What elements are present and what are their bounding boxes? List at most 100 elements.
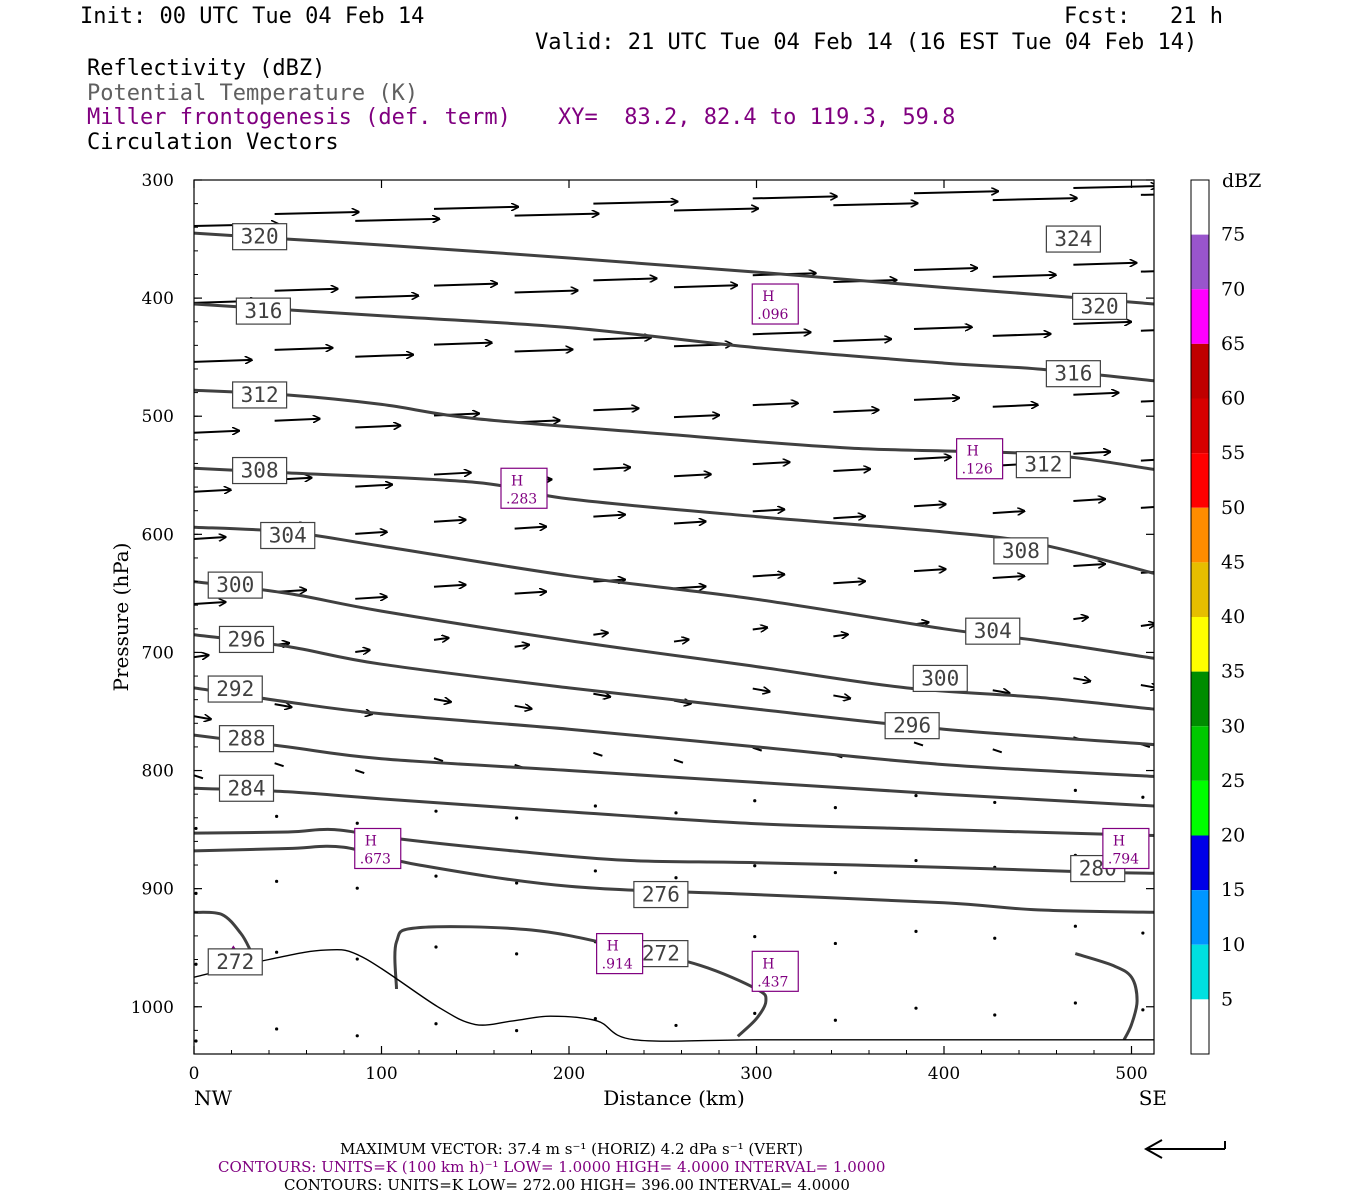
circulation-vector <box>355 426 400 428</box>
contour-label-320: 320 <box>1072 292 1128 320</box>
circulation-vector <box>194 431 239 433</box>
contour-label-292: 292 <box>207 675 263 703</box>
vector-dot <box>593 804 597 808</box>
colorbar: 5 10 15 20 25 30 35 40 45 50 55 60 65 70 75 <box>1190 179 1245 1055</box>
vector-dot <box>833 941 837 946</box>
circulation-vector <box>355 485 392 487</box>
fronto-max: H .437 <box>751 950 799 992</box>
circulation-vector <box>593 467 630 469</box>
circulation-vector <box>355 296 418 298</box>
vector-dot <box>515 881 519 885</box>
contour-label-320: 320 <box>232 223 288 251</box>
y-tick-label: 900 <box>142 880 174 900</box>
vector-dot <box>1073 924 1077 928</box>
circulation-vector <box>274 419 320 421</box>
svg-text:H: H <box>967 444 979 460</box>
circulation-vector <box>833 634 847 636</box>
vector-dot <box>1141 931 1145 935</box>
svg-text:.673: .673 <box>360 851 391 867</box>
circulation-vector <box>274 289 338 291</box>
circulation-vector <box>913 327 972 329</box>
circulation-vector <box>833 695 850 698</box>
forecast-hour: Fcst: 21 h <box>1064 4 1223 29</box>
svg-text:272: 272 <box>642 942 680 966</box>
circulation-vector <box>433 473 471 475</box>
field-reflectivity: Reflectivity (dBZ) <box>87 56 326 81</box>
circulation-vector <box>514 349 573 351</box>
vector-dot <box>674 876 678 880</box>
circulation-vector <box>913 569 946 571</box>
circulation-vector <box>355 219 439 221</box>
footer-max-vector: MAXIMUM VECTOR: 37.4 m s⁻¹ (HORIZ) 4.2 d… <box>340 1140 803 1158</box>
colorbar-swatch <box>1191 507 1209 563</box>
circulation-vector <box>833 469 870 471</box>
theta-contour-284 <box>194 786 1154 837</box>
contour-label-272: 272 <box>207 948 263 976</box>
circulation-vector <box>274 212 359 214</box>
circulation-vector <box>514 290 578 292</box>
svg-text:296: 296 <box>228 627 266 651</box>
colorbar-label: 65 <box>1221 333 1245 355</box>
colorbar-label: 55 <box>1221 442 1245 464</box>
circulation-vector <box>673 285 737 287</box>
svg-text:272: 272 <box>216 950 254 974</box>
circulation-vector <box>355 650 369 652</box>
colorbar-label: 30 <box>1221 715 1245 737</box>
vector-dot <box>355 957 359 961</box>
svg-text:300: 300 <box>921 666 959 690</box>
circulation-vector <box>992 690 1010 693</box>
x-axis-label: Distance (km) <box>603 1086 745 1110</box>
x-tick-label: 400 <box>928 1064 960 1084</box>
fronto-max: H .126 <box>956 438 1004 480</box>
circulation-vector <box>992 275 1056 277</box>
vector-dot <box>275 950 279 954</box>
circulation-vector <box>433 343 492 345</box>
colorbar-swatch <box>1191 453 1209 508</box>
colorbar-label: 10 <box>1221 934 1245 956</box>
theta-contour-296 <box>194 633 1154 747</box>
circulation-vector <box>433 699 451 702</box>
svg-text:.794: .794 <box>1108 851 1139 867</box>
colorbar-swatch <box>1191 780 1209 836</box>
theta-contour-272 <box>1074 952 1139 1041</box>
theta-contour-312 <box>194 388 1154 471</box>
contour-label-284: 284 <box>218 774 275 802</box>
svg-text:296: 296 <box>893 714 931 738</box>
theta-contour-272 <box>194 910 252 951</box>
circulation-vector <box>194 716 211 719</box>
colorbar-swatch <box>1191 944 1209 1000</box>
circulation-vector <box>593 278 656 280</box>
vector-dot <box>833 870 837 875</box>
circulation-vector <box>274 348 333 350</box>
circulation-vector <box>355 532 387 534</box>
colorbar-frame <box>1190 179 1210 1055</box>
svg-text:.437: .437 <box>757 974 788 990</box>
colorbar-swatch <box>1191 343 1209 399</box>
circulation-vector <box>1073 322 1131 324</box>
circulation-vector <box>1140 270 1154 273</box>
circulation-vector <box>514 527 547 529</box>
circulation-vector <box>673 521 706 523</box>
circulation-vector <box>274 762 284 768</box>
vector-dot <box>753 864 757 868</box>
svg-text:H: H <box>365 833 377 849</box>
circulation-vector <box>913 191 998 193</box>
circulation-vector <box>514 214 599 216</box>
colorbar-swatch <box>1191 180 1209 235</box>
theta-contour-288 <box>194 733 1154 808</box>
circulation-vector <box>194 537 226 539</box>
svg-text:304: 304 <box>974 619 1012 643</box>
vector-dot <box>434 874 438 878</box>
circulation-vector <box>194 655 208 657</box>
vector-dot <box>993 936 997 940</box>
circulation-vector <box>913 457 951 459</box>
circulation-vector <box>752 509 785 511</box>
circulation-vector <box>593 202 677 204</box>
vector-dot <box>1141 795 1145 799</box>
field-circulation-vectors: Circulation Vectors <box>87 130 339 155</box>
svg-text:H: H <box>1113 833 1125 849</box>
circulation-vector <box>593 408 638 410</box>
colorbar-swatch <box>1191 890 1209 945</box>
vector-dot <box>355 821 359 825</box>
